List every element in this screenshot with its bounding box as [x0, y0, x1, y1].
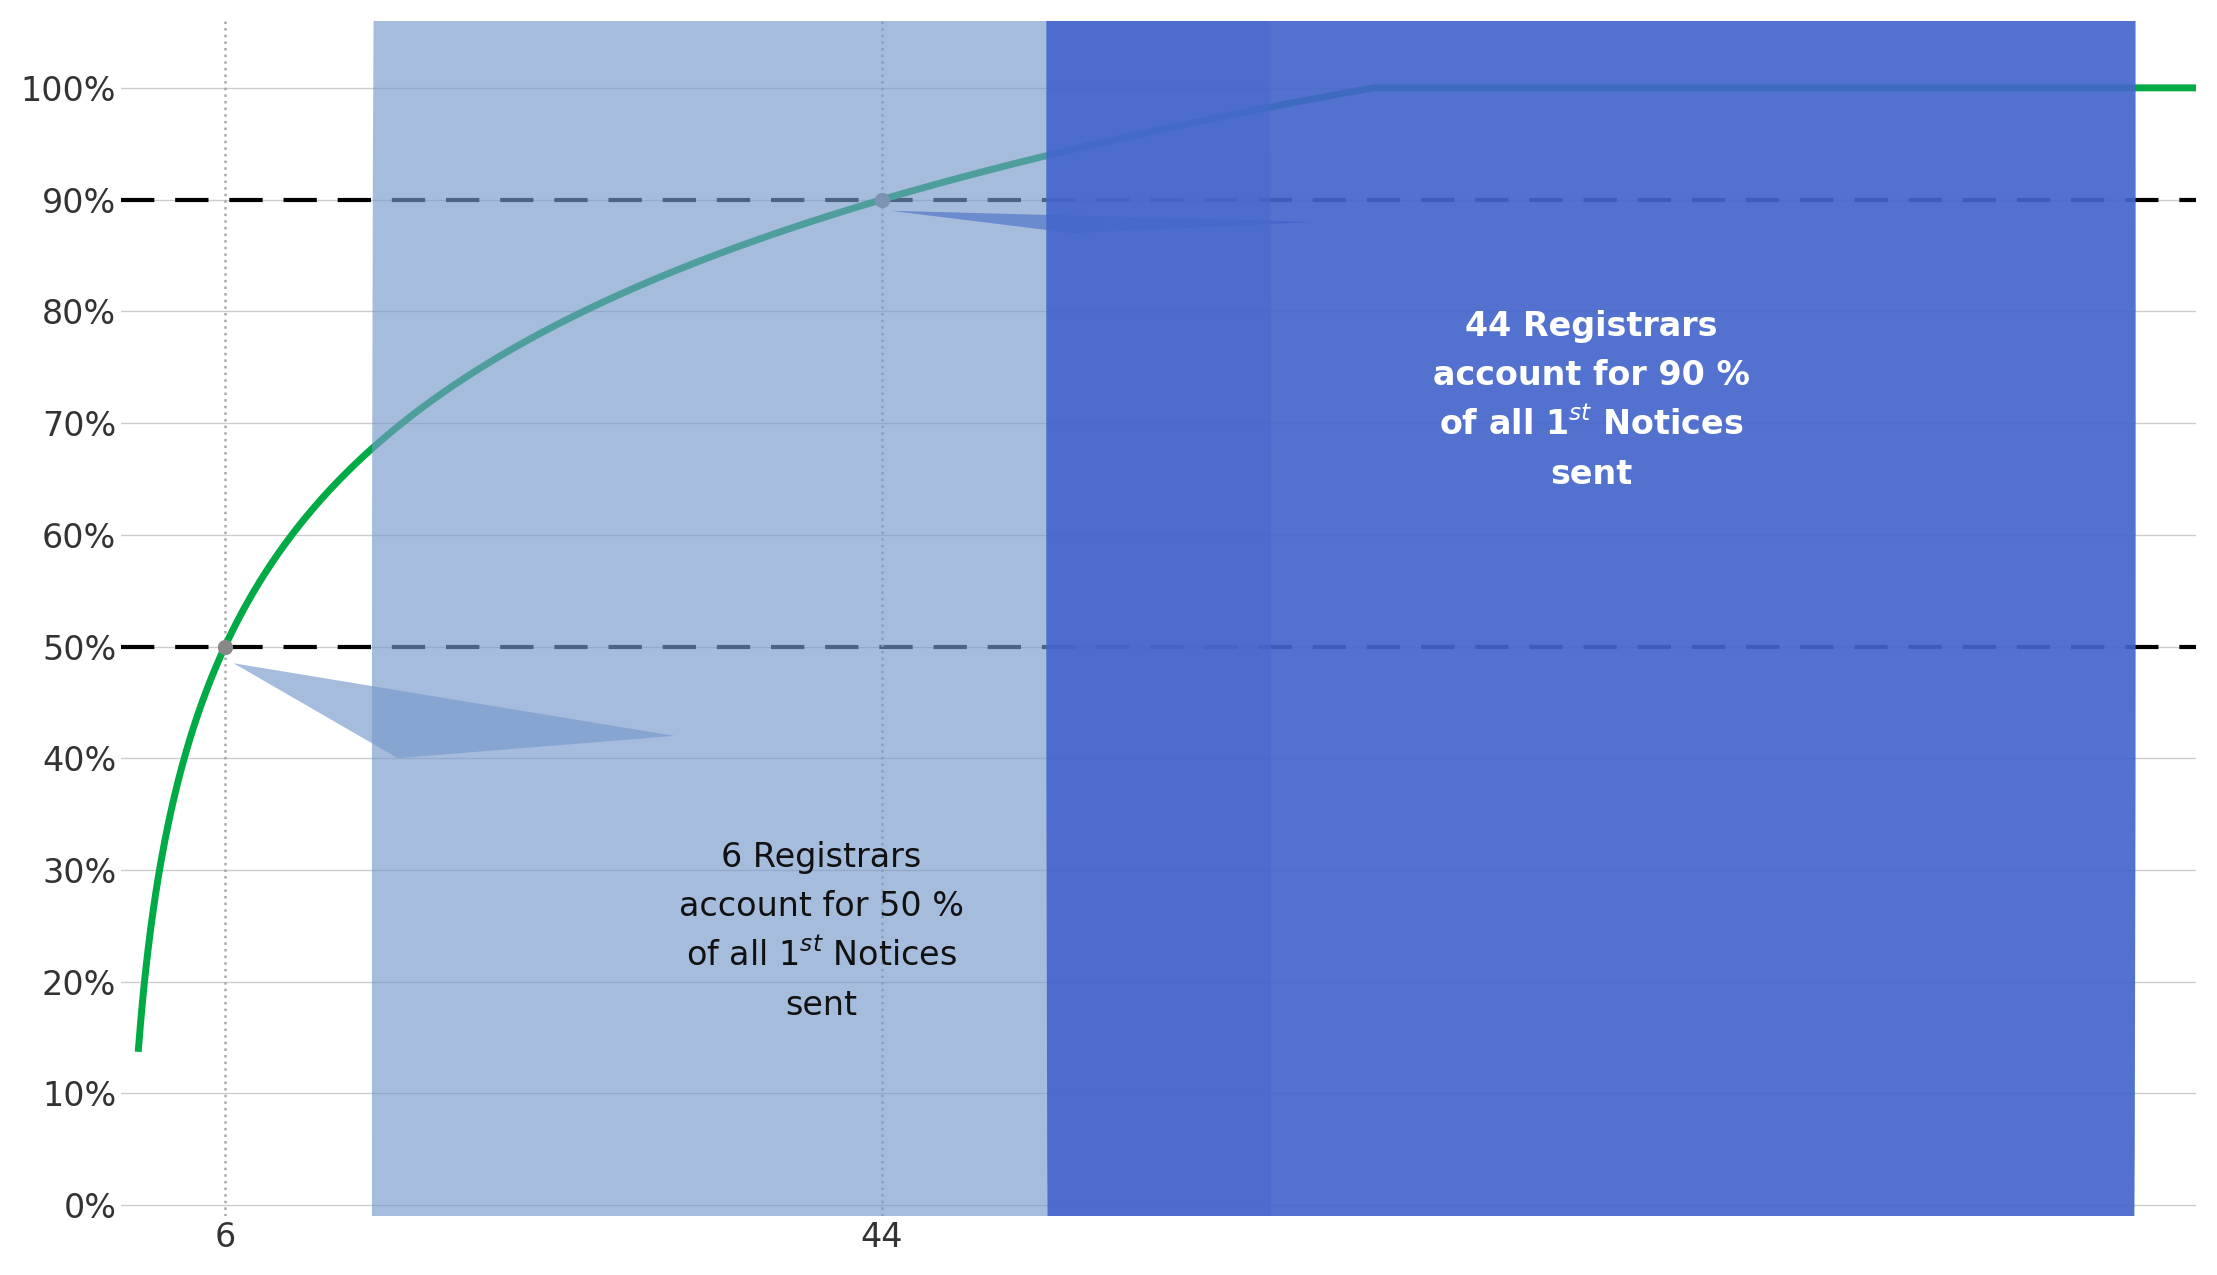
Text: 44 Registrars
account for 90 %
of all 1$^{st}$ Notices
sent: 44 Registrars account for 90 % of all 1$… — [1432, 310, 1749, 491]
Polygon shape — [233, 663, 674, 759]
Polygon shape — [891, 210, 1315, 233]
FancyBboxPatch shape — [372, 0, 1270, 1275]
Text: 6 Registrars
account for 50 %
of all 1$^{st}$ Notices
sent: 6 Registrars account for 50 % of all 1$^… — [678, 842, 964, 1021]
FancyBboxPatch shape — [1046, 0, 2135, 1275]
